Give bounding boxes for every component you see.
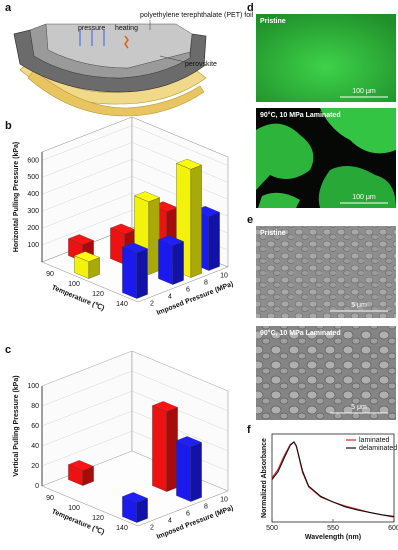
x-tick-label: 140: [116, 525, 128, 532]
z-tick-label: 10: [220, 272, 228, 279]
y-tick-label: 300: [27, 208, 39, 215]
bar-side: [190, 164, 202, 278]
bar-top: [67, 234, 95, 245]
schematic-label: polyethylene terephthalate (PET) foil: [140, 12, 254, 19]
y-tick-label: 600: [27, 157, 39, 164]
fluorescence-image: [256, 14, 396, 102]
y-tick-label: 60: [31, 423, 39, 430]
z-tick-label: 6: [186, 510, 190, 517]
y-tick-label: 500: [27, 174, 39, 181]
bar-front: [152, 405, 167, 492]
bar-top: [175, 436, 203, 447]
y-axis-title: Normalized Absorbance: [261, 438, 268, 518]
data-line: [271, 441, 395, 517]
image-caption: Pristine: [260, 230, 286, 237]
bar-side: [208, 211, 220, 271]
y-tick-label: 40: [31, 443, 39, 450]
x-tick-label: 90: [46, 495, 54, 502]
bar-side: [166, 407, 178, 492]
y-axis-title: Vertical Pulling Pressure (kPa): [13, 375, 20, 476]
fluorescence-image: [256, 108, 396, 208]
schematic-label: perovskite: [185, 61, 217, 68]
x-tick-label: 100: [68, 505, 80, 512]
legend-label: delaminated: [359, 445, 397, 452]
scale-label: 100 μm: [352, 88, 376, 95]
bar-top: [121, 492, 149, 503]
bar-top: [157, 235, 185, 246]
bar: [175, 436, 203, 502]
z-tick-label: 2: [150, 524, 154, 531]
bar-front: [122, 246, 137, 299]
x-tick-label: 90: [46, 271, 54, 278]
bar-side: [190, 442, 202, 502]
scale-label: 100 μm: [352, 194, 376, 201]
schematic-label: pressure: [78, 25, 105, 32]
bar: [151, 401, 179, 492]
y-tick-label: 20: [31, 463, 39, 470]
panel-label: e: [247, 214, 253, 226]
bar-top: [67, 460, 95, 471]
bar-side: [148, 197, 160, 275]
panel-label: a: [5, 2, 12, 14]
grid-line: [41, 410, 229, 452]
bar-side: [172, 241, 184, 285]
panel-label: d: [247, 2, 254, 14]
z-tick-label: 4: [168, 517, 172, 524]
x-tick-label: 140: [116, 301, 128, 308]
panel-label: b: [5, 120, 12, 132]
x-tick-label: 500: [266, 525, 278, 532]
image-caption: 90°C, 10 MPa Laminated: [260, 111, 341, 119]
z-tick-label: 4: [168, 293, 172, 300]
bar-top: [175, 158, 203, 170]
bar: [121, 492, 149, 523]
bar: [67, 460, 95, 486]
sem-image: [256, 226, 396, 318]
bar-front: [158, 239, 173, 285]
z-tick-label: 2: [150, 300, 154, 307]
grid-line: [41, 390, 229, 432]
y-tick-label: 80: [31, 403, 39, 410]
x-axis-title: Wavelength (nm): [305, 534, 361, 541]
y-tick-label: 200: [27, 225, 39, 232]
schematic: [13, 20, 207, 117]
z-tick-label: 10: [220, 496, 228, 503]
image-caption: Pristine: [260, 18, 286, 25]
schematic-label: heating: [115, 25, 138, 32]
x-tick-label: 100: [68, 281, 80, 288]
sem-image: [256, 326, 396, 420]
z-tick-label: 8: [204, 279, 208, 286]
z-tick-label: 8: [204, 503, 208, 510]
y-tick-label: 400: [27, 191, 39, 198]
panel-label: f: [247, 424, 251, 436]
x-tick-label: 550: [327, 525, 339, 532]
bar-top: [151, 401, 179, 412]
image-caption: 90°C, 10 MPa Laminated: [260, 329, 341, 337]
grid-line: [41, 350, 229, 392]
plot-frame: [271, 433, 395, 523]
x-tick-label: 120: [92, 291, 104, 298]
scale-bar: [330, 96, 388, 414]
y-tick-label: 100: [27, 383, 39, 390]
scale-label: 5 μm: [351, 302, 367, 309]
legend-label: laminated: [359, 437, 389, 444]
x-tick-label: 600: [388, 525, 398, 532]
grid-line: [41, 125, 229, 166]
panel-label: c: [5, 344, 11, 356]
y-tick-label: 100: [27, 242, 39, 249]
grid-line: [41, 370, 229, 412]
bar-front: [176, 440, 191, 502]
x-tick-label: 120: [92, 515, 104, 522]
bar: [157, 235, 185, 285]
y-tick-label: 0: [35, 483, 39, 490]
bar-top: [133, 191, 161, 202]
bar: [121, 242, 149, 299]
bar-top: [73, 251, 101, 262]
bar: [73, 251, 101, 279]
y-axis-title: Horizontal Pulling Pressure (kPa): [13, 142, 20, 252]
bar-top: [121, 242, 149, 254]
scale-label: 5 μm: [351, 404, 367, 411]
z-tick-label: 6: [186, 286, 190, 293]
bar-side: [136, 248, 148, 299]
